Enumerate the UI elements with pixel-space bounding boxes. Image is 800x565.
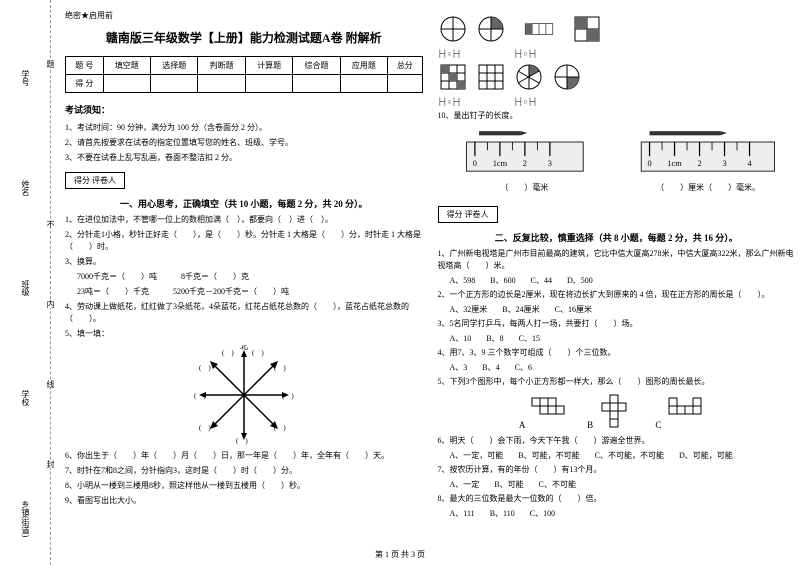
svg-text:( ): ( ) xyxy=(199,424,211,432)
page-footer: 第 1 页 共 3 页 xyxy=(0,549,800,560)
fraction-diagrams-2 xyxy=(438,62,796,94)
svg-text:( ): ( ) xyxy=(199,364,211,372)
question-6: 6、你出生于（ ）年（ ）月（ ）日，那一年是（ ）年，全年有（ ）天。 xyxy=(65,450,423,462)
scorer-box-2: 得分 评卷人 xyxy=(438,206,498,223)
s2-question-8: 8、最大的三位数是最大一位数的（ ）倍。 xyxy=(438,493,796,505)
svg-text:( ): ( ) xyxy=(194,392,206,400)
svg-text:( ): ( ) xyxy=(274,424,286,432)
svg-text:0: 0 xyxy=(472,159,476,168)
question-2: 2、分针走1小格，秒针正好走（ ），是（ ）秒。分针走 1 大格是（ ）分，时针… xyxy=(65,229,423,253)
ruler-diagrams: 0 1cm 2 3 （ ）毫米 xyxy=(438,127,796,197)
perimeter-shapes: A B C xyxy=(438,393,796,430)
svg-text:( ): ( ) xyxy=(252,349,264,357)
s2-question-6: 6、明天（ ）会下雨，今天下午我（ ）游遍全世界。 xyxy=(438,435,796,447)
question-5: 5、填一填： xyxy=(65,328,423,340)
svg-text:3: 3 xyxy=(723,159,727,168)
s2-question-3: 3、5名同学打乒乓，每两人打一场，共要打（ ）场。 xyxy=(438,318,796,330)
section2-title: 二、反复比较，慎重选择（共 8 小题，每题 2 分，共 16 分）。 xyxy=(438,231,796,244)
question-8: 8、小明从一楼到三楼用8秒，照这样他从一楼到五楼用（ ）秒。 xyxy=(65,480,423,492)
compass-diagram: 北 ( ) ( ) ( ) ( ) ( ) ( ) ( ) ( ) ( ) xyxy=(194,345,294,445)
svg-text:1cm: 1cm xyxy=(492,159,507,168)
svg-text:( ): ( ) xyxy=(236,437,248,445)
s2-question-5: 5、下列3个图形中，每个小正方形都一样大，那么（ ）图形的周长最长。 xyxy=(438,376,796,388)
question-1: 1、在进位加法中，不管哪一位上的数相加满（ ），都要向（ ）进（ ）。 xyxy=(65,214,423,226)
margin-field-id: 学号 xyxy=(20,70,31,86)
svg-text:( ): ( ) xyxy=(274,364,286,372)
question-4: 4、劳动课上做纸花，红红做了3朵纸花，4朵蓝花，红花占纸花总数的（ ），蓝花占纸… xyxy=(65,301,423,325)
question-10: 10、量出钉子的长度。 xyxy=(438,110,796,122)
seal-text: 封 xyxy=(45,460,56,468)
s2-question-2: 2、一个正方形的边长是2厘米，现在将边长扩大到原来的 4 倍，现在正方形的周长是… xyxy=(438,289,796,301)
scorer-box: 得分 评卷人 xyxy=(65,172,125,189)
svg-text:2: 2 xyxy=(522,159,526,168)
seal-text: 内 xyxy=(45,300,56,308)
seal-text: 题 xyxy=(45,60,56,68)
rules-heading: 考试须知： xyxy=(65,103,423,116)
exam-rules: 1、考试时间：90 分钟，满分为 100 分（含卷面分 2 分）。 2、请首先按… xyxy=(65,122,423,164)
question-9: 9、看图写出比大小。 xyxy=(65,495,423,507)
svg-text:2: 2 xyxy=(698,159,702,168)
svg-text:3: 3 xyxy=(547,159,551,168)
svg-text:( ): ( ) xyxy=(282,392,294,400)
margin-field-name: 姓名 xyxy=(20,180,31,196)
s2-question-7: 7、按农历计算，有的年份（ ）有13个月。 xyxy=(438,464,796,476)
s2-question-4: 4、用7、3、9 三个数字可组成（ ）个三位数。 xyxy=(438,347,796,359)
fraction-diagrams xyxy=(438,14,796,46)
s2-question-1: 1、广州新电视塔是广州市目前最高的建筑，它比中信大厦高278米，中信大厦高322… xyxy=(438,248,796,272)
svg-text:0: 0 xyxy=(648,159,652,168)
margin-field-class: 班级 xyxy=(20,280,31,296)
confidential-label: 绝密★启用前 xyxy=(65,10,423,21)
question-3: 3、换算。 xyxy=(65,256,423,268)
section1-title: 一、用心思考，正确填空（共 10 小题，每题 2 分，共 20 分）。 xyxy=(65,197,423,210)
score-table: 题 号 填空题 选择题 判断题 计算题 综合题 应用题 总分 得 分 xyxy=(65,56,423,93)
margin-field-township: 乡镇(街道) xyxy=(20,500,31,537)
exam-title: 赣南版三年级数学【上册】能力检测试题A卷 附解析 xyxy=(65,29,423,46)
svg-text:1cm: 1cm xyxy=(668,159,683,168)
seal-text: 线 xyxy=(45,380,56,388)
svg-text:( ): ( ) xyxy=(222,349,234,357)
svg-text:北: 北 xyxy=(240,345,248,351)
seal-text: 不 xyxy=(45,220,56,228)
question-7: 7、时针在7和8之间，分针指向3，这时是（ ）时（ ）分。 xyxy=(65,465,423,477)
margin-field-school: 学校 xyxy=(20,390,31,406)
